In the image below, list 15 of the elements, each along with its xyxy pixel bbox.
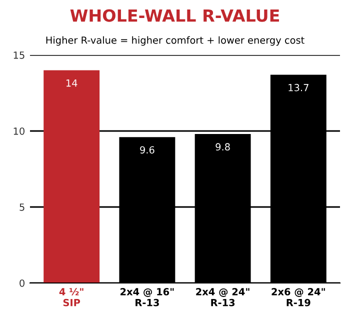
data-label: 13.7 — [288, 84, 308, 92]
bar — [44, 70, 100, 283]
data-label: 9.6 — [140, 146, 154, 154]
x-tick-label: 2x6 @ 24" R-19 — [272, 288, 325, 306]
chart-subtitle: Higher R-value = higher comfort + lower energy cost — [46, 36, 304, 46]
x-tick-label: 4 ½" SIP — [59, 288, 84, 306]
data-label: 9.8 — [216, 143, 230, 151]
chart-title: WHOLE-WALL R-VALUE — [70, 9, 279, 22]
data-label: 14 — [66, 79, 78, 87]
y-tick-label: 15 — [14, 52, 24, 59]
y-tick-label: 5 — [20, 204, 24, 211]
x-tick-label: 2x4 @ 16" R-13 — [120, 288, 174, 306]
x-tick-label: 2x4 @ 24" R-13 — [196, 288, 250, 306]
y-tick-label: 10 — [14, 127, 24, 135]
y-tick-label: 0 — [20, 279, 24, 287]
